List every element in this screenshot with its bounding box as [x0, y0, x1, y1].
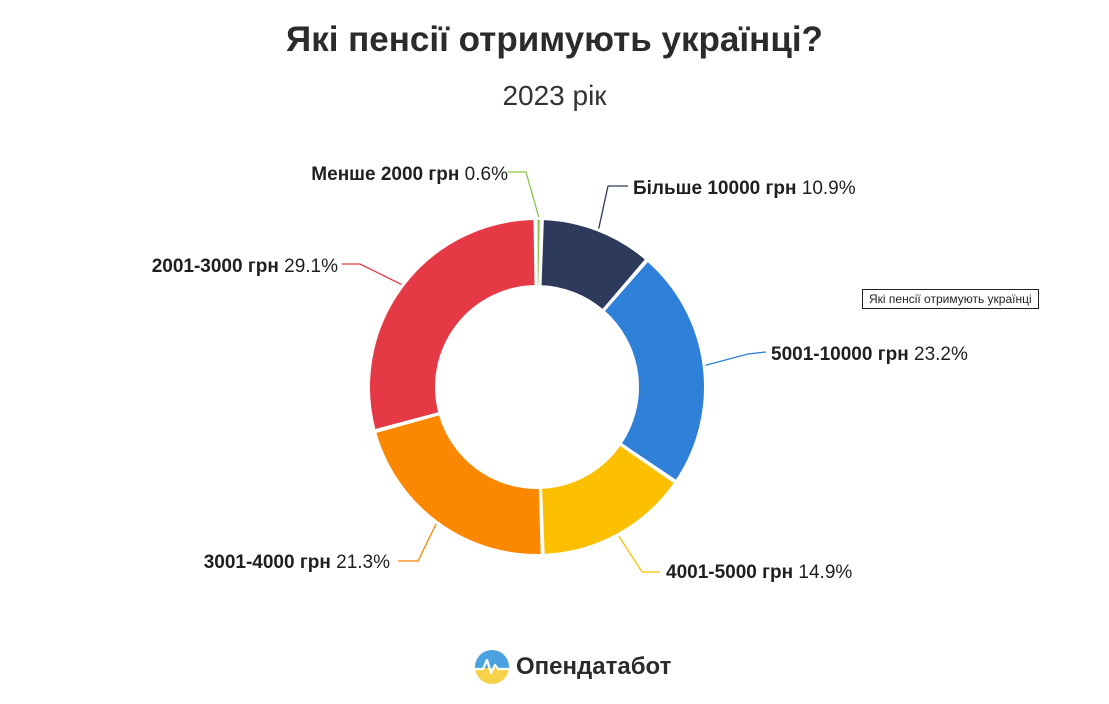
- brand-name: Опендатабот: [516, 653, 672, 680]
- chart-subtitle: 2023 рік: [502, 80, 607, 111]
- label-connector: [508, 171, 540, 218]
- label-connector: [598, 185, 628, 229]
- donut-slice[interactable]: [374, 413, 543, 556]
- label-connector: [618, 535, 660, 573]
- slice-value: 21.3%: [331, 552, 390, 573]
- slice-category: Більше 10000 грн: [633, 178, 796, 199]
- donut-slices: [368, 218, 706, 556]
- label-connectors: [342, 171, 767, 573]
- brand-footer[interactable]: Опендатабот: [474, 647, 671, 687]
- donut-slice[interactable]: [535, 218, 542, 288]
- donut-slice[interactable]: [602, 259, 706, 483]
- slice-category: Менше 2000 грн: [311, 164, 459, 185]
- slice-label: 4001-5000 грн 14.9%: [666, 562, 852, 583]
- slice-category: 2001-3000 грн: [152, 256, 279, 277]
- opendatabot-logo-icon: [475, 650, 509, 684]
- slice-label: 5001-10000 грн 23.2%: [771, 344, 968, 365]
- slice-category: 5001-10000 грн: [771, 344, 909, 365]
- slice-value: 10.9%: [796, 178, 855, 199]
- chart-title: Які пенсії отримують українці?: [286, 20, 823, 59]
- chart-tooltip: Які пенсії отримують українці: [862, 289, 1039, 309]
- slice-label: Більше 10000 грн 10.9%: [633, 178, 856, 199]
- label-connector: [705, 351, 767, 366]
- donut-slice[interactable]: [539, 218, 648, 312]
- label-connector: [342, 263, 402, 285]
- slice-value: 0.6%: [459, 164, 508, 185]
- slice-value: 29.1%: [279, 256, 338, 277]
- label-connector: [398, 523, 437, 562]
- donut-slice[interactable]: [540, 443, 677, 556]
- slice-labels: Менше 2000 грн 0.6% Більше 10000 грн 10.9…: [152, 164, 968, 583]
- slice-category: 3001-4000 грн: [204, 552, 331, 573]
- slice-label: Менше 2000 грн 0.6%: [311, 164, 508, 185]
- donut-slice[interactable]: [368, 218, 537, 432]
- slice-value: 23.2%: [909, 344, 968, 365]
- slice-label: 2001-3000 грн 29.1%: [152, 256, 338, 277]
- slice-label: 3001-4000 грн 21.3%: [204, 552, 390, 573]
- slice-category: 4001-5000 грн: [666, 562, 793, 583]
- slice-value: 14.9%: [793, 562, 852, 583]
